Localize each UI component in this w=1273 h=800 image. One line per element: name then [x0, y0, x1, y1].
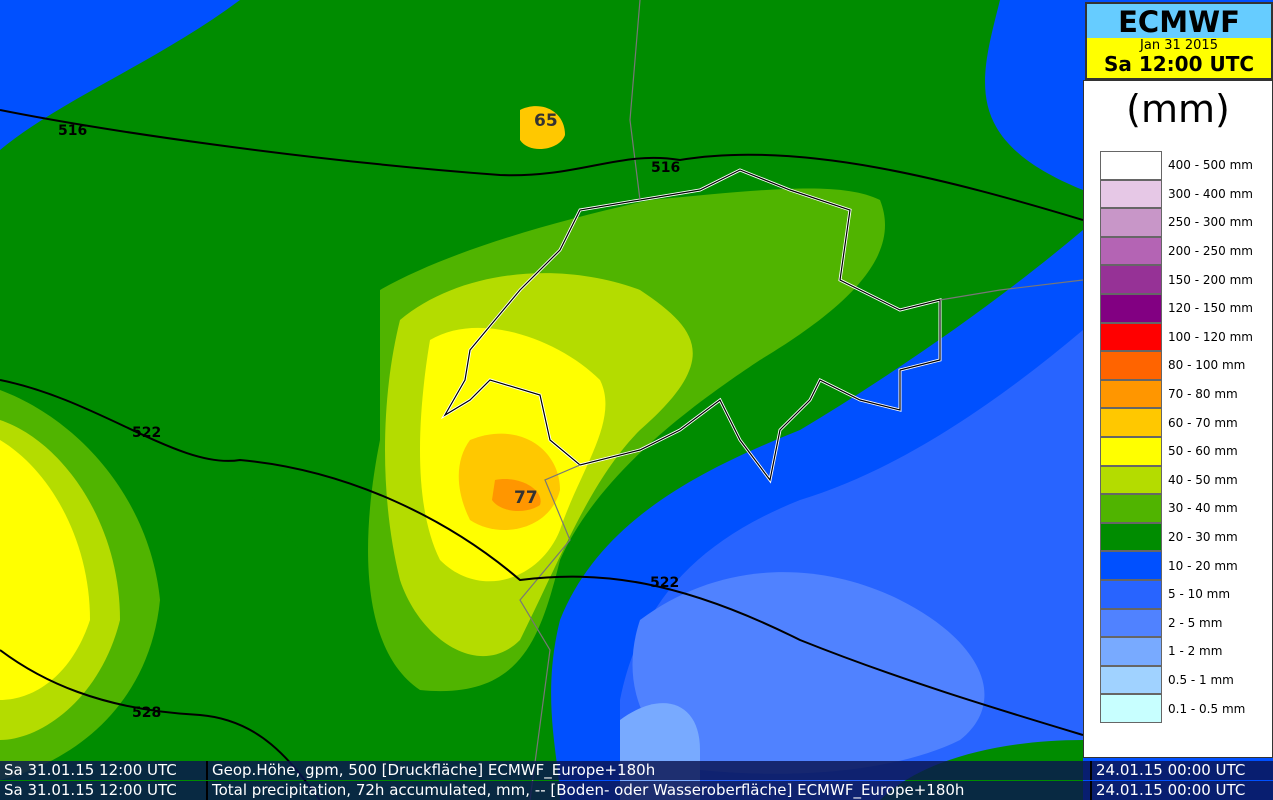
legend-swatch [1100, 236, 1162, 266]
legend-item: 10 - 20 mm [1100, 551, 1238, 580]
legend-label: 30 - 40 mm [1168, 501, 1238, 516]
legend-swatch [1100, 494, 1162, 523]
legend-swatch [1100, 408, 1162, 437]
isoline-label: 522 [132, 425, 161, 441]
footer-row: Sa 31.01.15 12:00 UTC Total precipitatio… [0, 781, 1273, 800]
legend-swatch [1100, 151, 1162, 180]
isoline-label: 522 [650, 575, 679, 591]
legend-label: 150 - 200 mm [1168, 272, 1253, 287]
legend-label: 200 - 250 mm [1168, 244, 1253, 259]
precip-70-80 [492, 479, 541, 512]
legend-item: 150 - 200 mm [1100, 265, 1253, 294]
legend-swatch [1100, 465, 1162, 495]
legend-label: 5 - 10 mm [1168, 587, 1231, 602]
legend-label: 70 - 80 mm [1168, 387, 1238, 402]
legend-label: 100 - 120 mm [1168, 329, 1253, 344]
legend-item: 40 - 50 mm [1100, 465, 1238, 495]
legend: (mm) 400 - 500 mm 300 - 400 mm 250 - 300 m… [1083, 80, 1273, 758]
legend-item: 0.5 - 1 mm [1100, 665, 1234, 695]
legend-label: 400 - 500 mm [1168, 158, 1253, 173]
valid-time: Sa 12:00 UTC [1103, 52, 1255, 76]
isoline-label: 528 [132, 705, 161, 721]
legend-label: 0.1 - 0.5 mm [1168, 701, 1246, 716]
legend-label: 2 - 5 mm [1168, 615, 1223, 630]
legend-swatch [1100, 522, 1162, 552]
isoline-label: 516 [58, 123, 87, 139]
valid-time-label: Sa 31.01.15 12:00 UTC [0, 761, 208, 780]
legend-item: 0.1 - 0.5 mm [1100, 694, 1245, 723]
legend-label: 10 - 20 mm [1168, 558, 1238, 573]
legend-item: 200 - 250 mm [1100, 236, 1253, 266]
valid-time-label: Sa 31.01.15 12:00 UTC [0, 781, 208, 800]
legend-item: 400 - 500 mm [1100, 151, 1253, 180]
legend-label: 60 - 70 mm [1168, 415, 1238, 430]
precip-60-70-n [520, 106, 565, 150]
legend-item: 2 - 5 mm [1100, 608, 1223, 638]
legend-swatch [1100, 437, 1162, 466]
legend-label: 250 - 300 mm [1168, 215, 1253, 230]
legend-label: 40 - 50 mm [1168, 472, 1238, 487]
legend-label: 300 - 400 mm [1168, 186, 1253, 201]
footer-row: Sa 31.01.15 12:00 UTC Geop.Höhe, gpm, 50… [0, 761, 1273, 780]
legend-label: 120 - 150 mm [1168, 301, 1253, 316]
legend-swatch [1100, 179, 1162, 209]
legend-item: 30 - 40 mm [1100, 494, 1238, 523]
legend-swatch [1100, 208, 1162, 237]
run-time-label: 24.01.15 00:00 UTC [1096, 761, 1246, 779]
legend-swatch [1100, 665, 1162, 695]
legend-item: 50 - 60 mm [1100, 437, 1238, 466]
isoline-label: 516 [651, 160, 680, 176]
legend-label: 80 - 100 mm [1168, 358, 1246, 373]
precipitation-map: 516 516 522 522 528 65 77 [0, 0, 1083, 800]
legend-swatch [1100, 294, 1162, 323]
legend-swatch [1100, 551, 1162, 580]
legend-swatch [1100, 580, 1162, 609]
legend-swatch [1100, 265, 1162, 294]
legend-swatch [1100, 608, 1162, 638]
legend-item: 5 - 10 mm [1100, 580, 1230, 609]
legend-swatch [1100, 379, 1162, 409]
legend-item: 80 - 100 mm [1100, 351, 1245, 380]
legend-item: 1 - 2 mm [1100, 637, 1222, 666]
legend-label: 1 - 2 mm [1168, 644, 1223, 659]
legend-item: 20 - 30 mm [1100, 522, 1238, 552]
field-label: Geop.Höhe, gpm, 500 [Druckfläche] ECMWF_… [208, 761, 1092, 780]
legend-swatch [1100, 694, 1162, 723]
field-label: Total precipitation, 72h accumulated, mm… [208, 781, 1092, 800]
legend-item: 60 - 70 mm [1100, 408, 1238, 437]
model-header: ECMWF Jan 31 2015 Sa 12:00 UTC [1085, 2, 1273, 80]
run-time-label: 24.01.15 00:00 UTC [1096, 781, 1246, 799]
country-border-inner [443, 0, 1083, 800]
legend-item: 120 - 150 mm [1100, 294, 1253, 323]
legend-swatch [1100, 322, 1162, 352]
legend-unit: (mm) [1126, 87, 1230, 131]
model-name: ECMWF [1118, 5, 1240, 39]
legend-item: 100 - 120 mm [1100, 322, 1253, 352]
precip-50-60-w [0, 440, 90, 700]
valid-date: Jan 31 2015 [1140, 38, 1218, 53]
legend-item: 300 - 400 mm [1100, 179, 1253, 209]
legend-label: 20 - 30 mm [1168, 530, 1238, 545]
legend-label: 0.5 - 1 mm [1168, 673, 1234, 688]
legend-item: 250 - 300 mm [1100, 208, 1253, 237]
legend-label: 50 - 60 mm [1168, 444, 1238, 459]
maximum-label: 77 [514, 488, 538, 508]
precip-2-5 [632, 572, 985, 774]
legend-swatch [1100, 351, 1162, 380]
maximum-label: 65 [534, 111, 558, 131]
legend-item: 70 - 80 mm [1100, 379, 1238, 409]
legend-swatch [1100, 637, 1162, 666]
